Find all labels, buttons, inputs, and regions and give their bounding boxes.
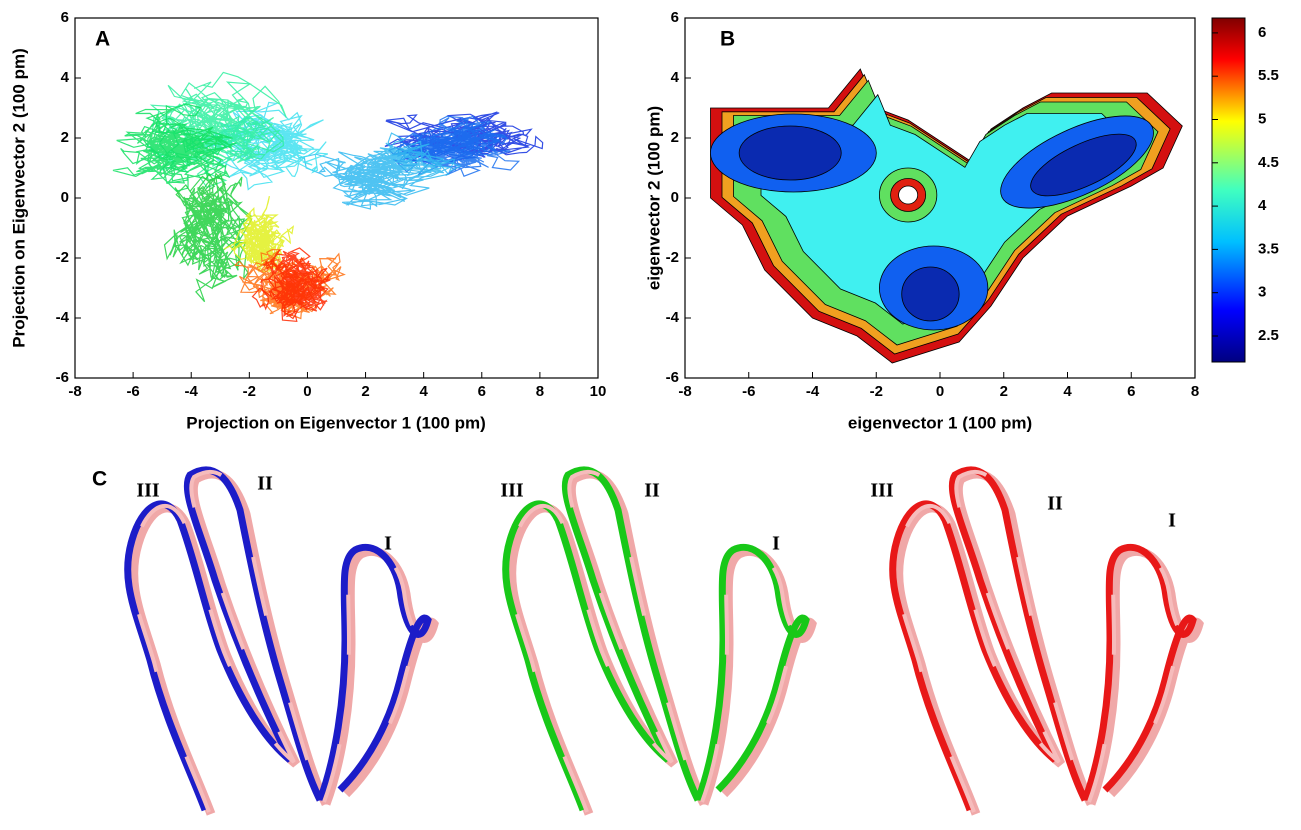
contour bbox=[901, 266, 960, 322]
x-tick-label: -4 bbox=[185, 383, 199, 400]
domain-label: I bbox=[772, 533, 780, 555]
colorbar-tick-label: 6 bbox=[1258, 24, 1266, 41]
y-tick-label: 2 bbox=[61, 129, 69, 146]
panel-label: A bbox=[95, 28, 110, 51]
y-axis-label: eigenvector 2 (100 pm) bbox=[644, 106, 663, 290]
ribbon-reference bbox=[129, 470, 435, 813]
panel-label: C bbox=[92, 468, 107, 491]
y-tick-label: -6 bbox=[56, 369, 69, 386]
x-tick-label: -6 bbox=[742, 383, 755, 400]
x-tick-label: 10 bbox=[590, 383, 607, 400]
x-tick-label: -8 bbox=[68, 383, 81, 400]
colorbar-tick-label: 4.5 bbox=[1258, 154, 1279, 171]
x-tick-label: 4 bbox=[419, 383, 428, 400]
colorbar-tick-label: 3 bbox=[1258, 284, 1266, 301]
colorbar-tick-label: 2.5 bbox=[1258, 327, 1279, 344]
x-tick-label: 6 bbox=[478, 383, 486, 400]
y-axis-label: Projection on Eigenvector 2 (100 pm) bbox=[9, 48, 28, 347]
x-tick-label: 2 bbox=[1000, 383, 1008, 400]
trajectory bbox=[223, 195, 295, 274]
ribbon-reference bbox=[894, 470, 1200, 813]
colorbar-tick-label: 4 bbox=[1258, 197, 1267, 214]
structure bbox=[124, 466, 439, 816]
domain-label: II bbox=[1047, 493, 1063, 515]
domain-label: III bbox=[500, 480, 524, 502]
trajectory bbox=[391, 115, 521, 177]
domain-label: III bbox=[136, 480, 160, 502]
x-axis-label: Projection on Eigenvector 1 (100 pm) bbox=[186, 413, 485, 432]
x-tick-label: -6 bbox=[126, 383, 139, 400]
domain-label: III bbox=[870, 480, 894, 502]
y-tick-label: -4 bbox=[56, 309, 70, 326]
colorbar-tick-label: 5.5 bbox=[1258, 67, 1279, 84]
axes-frame bbox=[74, 17, 599, 379]
panel-label: B bbox=[720, 28, 735, 51]
y-tick-label: 4 bbox=[61, 69, 70, 86]
x-tick-label: 0 bbox=[303, 383, 311, 400]
y-tick-label: -4 bbox=[666, 309, 680, 326]
y-tick-label: -2 bbox=[666, 249, 679, 266]
panel-a: A Projection on Eigenvector 1 (100 pm) P… bbox=[9, 9, 606, 433]
domain-label: II bbox=[644, 480, 660, 502]
y-tick-label: -6 bbox=[666, 369, 679, 386]
ribbon-reference bbox=[507, 470, 813, 813]
x-tick-label: 4 bbox=[1063, 383, 1072, 400]
contour bbox=[738, 125, 842, 181]
contour bbox=[1030, 133, 1137, 197]
trajectory bbox=[145, 71, 287, 189]
x-tick-label: -2 bbox=[243, 383, 256, 400]
x-tick-label: 2 bbox=[361, 383, 369, 400]
y-tick-label: 4 bbox=[671, 69, 680, 86]
y-tick-label: 0 bbox=[671, 189, 679, 206]
trajectory-cloud bbox=[112, 71, 544, 322]
y-tick-label: 0 bbox=[61, 189, 69, 206]
x-tick-label: 8 bbox=[1191, 383, 1199, 400]
domain-label: I bbox=[384, 533, 392, 555]
y-tick-label: 2 bbox=[671, 129, 679, 146]
structure bbox=[502, 466, 817, 816]
domain-label: II bbox=[257, 473, 273, 495]
y-tick-label: -2 bbox=[56, 249, 69, 266]
trajectory bbox=[251, 247, 331, 322]
trajectory bbox=[163, 172, 253, 303]
x-axis-label: eigenvector 1 (100 pm) bbox=[848, 413, 1032, 432]
colorbar-tick-label: 5 bbox=[1258, 110, 1266, 127]
contour bbox=[898, 185, 919, 205]
panel-b: B eigenvector 1 (100 pm) eigenvector 2 (… bbox=[644, 9, 1278, 433]
trajectory bbox=[112, 103, 237, 192]
trajectory bbox=[298, 132, 462, 210]
x-tick-label: -2 bbox=[870, 383, 883, 400]
structure bbox=[889, 466, 1204, 816]
y-tick-label: 6 bbox=[671, 9, 679, 26]
domain-label: I bbox=[1168, 510, 1176, 532]
x-tick-label: 8 bbox=[536, 383, 544, 400]
x-tick-label: -8 bbox=[678, 383, 691, 400]
colorbar-tick-label: 3.5 bbox=[1258, 240, 1279, 257]
colorbar bbox=[1211, 17, 1246, 363]
x-tick-label: -4 bbox=[806, 383, 820, 400]
x-tick-label: 0 bbox=[936, 383, 944, 400]
y-tick-label: 6 bbox=[61, 9, 69, 26]
x-tick-label: 6 bbox=[1127, 383, 1135, 400]
